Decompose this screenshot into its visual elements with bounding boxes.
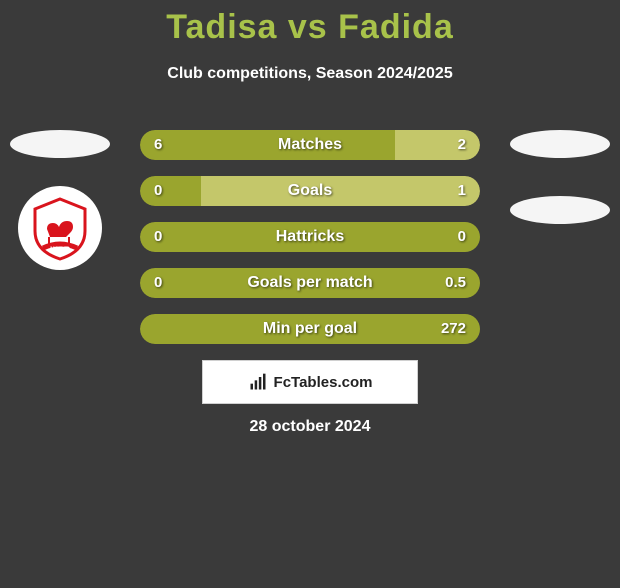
stat-label: Matches [140, 130, 480, 160]
date-text: 28 october 2024 [0, 418, 620, 436]
stat-row: 0 Goals per match 0.5 [140, 268, 480, 298]
stat-label: Hattricks [140, 222, 480, 252]
stat-value-right: 0.5 [445, 268, 466, 298]
bar-chart-icon [248, 372, 268, 392]
flag-placeholder-right-2 [510, 196, 610, 224]
watermark: FcTables.com [202, 360, 418, 404]
stat-label: Min per goal [140, 314, 480, 344]
stat-label: Goals per match [140, 268, 480, 298]
stat-value-right: 0 [458, 222, 466, 252]
club-crest-icon: סכנין [25, 193, 95, 263]
page-title: Tadisa vs Fadida [0, 8, 620, 47]
stat-value-right: 2 [458, 130, 466, 160]
right-player-column [510, 130, 610, 224]
stat-value-right: 1 [458, 176, 466, 206]
stat-label: Goals [140, 176, 480, 206]
club-logo-left: סכנין [18, 186, 102, 270]
watermark-text: FcTables.com [274, 374, 373, 391]
flag-placeholder-right-1 [510, 130, 610, 158]
stat-row: 6 Matches 2 [140, 130, 480, 160]
subtitle: Club competitions, Season 2024/2025 [0, 65, 620, 83]
flag-placeholder-left [10, 130, 110, 158]
stat-row: 0 Hattricks 0 [140, 222, 480, 252]
svg-text:סכנין: סכנין [50, 244, 71, 254]
stat-row: Min per goal 272 [140, 314, 480, 344]
stats-container: 6 Matches 2 0 Goals 1 0 Hattricks 0 0 Go… [140, 130, 480, 360]
stat-row: 0 Goals 1 [140, 176, 480, 206]
left-player-column: סכנין [10, 130, 110, 270]
stat-value-right: 272 [441, 314, 466, 344]
